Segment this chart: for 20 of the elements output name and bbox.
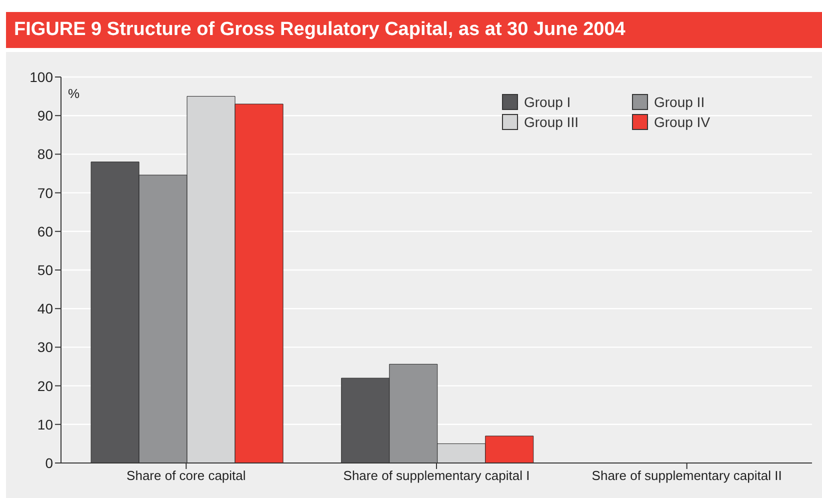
x-tick-label: Share of supplementary capital I: [343, 468, 530, 484]
y-tick-label: 20: [37, 378, 54, 394]
legend-label: Group III: [524, 114, 578, 130]
y-tick-label: 50: [37, 262, 54, 278]
y-tick-label: 40: [37, 300, 54, 317]
y-tick-label: 60: [37, 223, 54, 240]
legend-label: Group IV: [654, 114, 710, 130]
chart-title: FIGURE 9 Structure of Gross Regulatory Capital, as at 30 June 2004: [6, 12, 822, 48]
y-tick-label: 30: [37, 339, 54, 356]
y-tick-label: 90: [37, 108, 54, 124]
y-tick-label: 100: [30, 68, 54, 85]
x-tick-label: Share of core capital: [126, 468, 246, 484]
y-axis-title: %: [68, 86, 80, 102]
legend-label: Group I: [524, 94, 571, 110]
x-tick-label: Share of supplementary capital II: [592, 468, 782, 484]
y-tick-label: 10: [37, 416, 54, 432]
y-tick-label: 70: [37, 184, 54, 201]
y-tick-label: 0: [45, 454, 54, 471]
y-tick-label: 80: [37, 146, 54, 162]
legend-label: Group II: [654, 94, 705, 110]
